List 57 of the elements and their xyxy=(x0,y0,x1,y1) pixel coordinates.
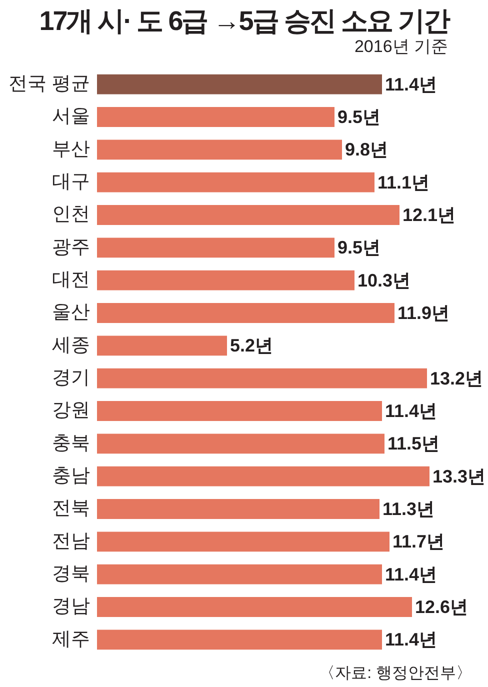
y-tick-label: 서울 xyxy=(52,106,90,128)
y-tick-label: 경남 xyxy=(52,596,90,618)
data-label: 12.1년 xyxy=(402,204,456,225)
data-label: 11.9년 xyxy=(398,302,450,323)
text: 〈자료: 행정안전부〉 xyxy=(319,664,472,684)
y-tick-label: 대구 xyxy=(52,172,90,193)
data-label: 9.5년 xyxy=(338,106,381,127)
bar xyxy=(97,140,342,160)
data-label: 12.6년 xyxy=(415,596,468,617)
bar xyxy=(97,434,384,454)
bar xyxy=(97,205,400,225)
bar xyxy=(97,532,390,552)
y-tick-label: 울산 xyxy=(52,302,90,324)
bar xyxy=(97,564,382,584)
data-label: 11.7년 xyxy=(392,532,445,552)
bar xyxy=(97,336,227,356)
data-label: 11.1년 xyxy=(378,172,430,192)
data-label: 11.4년 xyxy=(385,564,438,584)
y-tick-label: 대전 xyxy=(52,270,90,291)
chart-subtitle: 2016년 기준 xyxy=(354,37,448,57)
data-label: 9.5년 xyxy=(338,238,381,258)
bar xyxy=(97,466,430,486)
y-tick-label: 경기 xyxy=(52,368,90,389)
y-tick-label: 경북 xyxy=(52,564,90,585)
y-tick-label: 전국 평균 xyxy=(8,74,90,95)
data-label: 11.4년 xyxy=(385,400,438,421)
y-tick-label: 세종 xyxy=(52,334,90,356)
data-label: 5.2년 xyxy=(230,336,274,356)
y-tick-label: 부산 xyxy=(52,138,90,160)
bar xyxy=(97,597,412,617)
bar xyxy=(97,630,382,650)
bar xyxy=(97,401,382,421)
bar xyxy=(97,107,334,127)
y-tick-label: 충남 xyxy=(52,466,90,487)
y-tick-label: 제주 xyxy=(52,628,90,650)
data-label: 13.2년 xyxy=(430,368,484,388)
y-tick-label: 광주 xyxy=(52,236,90,258)
data-label: 11.4년 xyxy=(385,630,438,650)
data-label: 11.3년 xyxy=(382,498,435,519)
bar xyxy=(97,270,354,290)
data-label: 9.8년 xyxy=(345,140,388,160)
data-label: 13.3년 xyxy=(432,466,486,486)
bar xyxy=(97,74,382,94)
bar xyxy=(97,303,394,323)
y-tick-label: 인천 xyxy=(52,204,90,226)
bar xyxy=(97,172,374,192)
bar xyxy=(97,368,427,388)
y-tick-label: 전남 xyxy=(52,530,90,552)
y-tick-label: 강원 xyxy=(52,400,90,422)
data-label: 11.5년 xyxy=(388,434,440,454)
chart-title: 17개 시· 도 6급 →5급 승진 소요 기간 xyxy=(38,5,450,37)
data-label: 11.4년 xyxy=(385,74,438,94)
y-tick-label: 전북 xyxy=(52,498,90,520)
bar xyxy=(97,499,380,519)
bar xyxy=(97,238,334,258)
data-label: 10.3년 xyxy=(358,270,411,290)
y-tick-label: 충북 xyxy=(52,432,90,454)
